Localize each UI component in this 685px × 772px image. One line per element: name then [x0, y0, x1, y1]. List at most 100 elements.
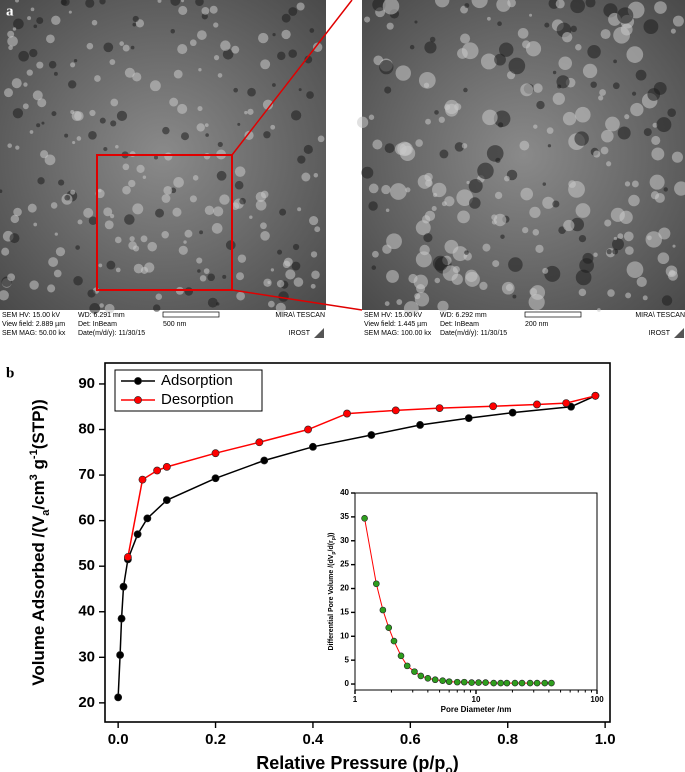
- texture: [552, 92, 565, 105]
- texture: [27, 203, 37, 213]
- texture: [424, 210, 436, 222]
- texture: [199, 230, 204, 235]
- axis-label-part: /cm: [29, 480, 48, 509]
- texture: [384, 301, 390, 306]
- texture: [309, 28, 315, 33]
- texture: [103, 207, 113, 217]
- x-tick-label: 0.6: [400, 731, 421, 748]
- texture: [296, 2, 305, 11]
- texture: [529, 13, 533, 17]
- data-point: [489, 402, 498, 411]
- texture: [469, 197, 481, 209]
- texture: [169, 97, 179, 107]
- y-tick-label: 0: [345, 679, 350, 688]
- texture: [643, 19, 659, 35]
- y-tick-label: 10: [340, 631, 349, 640]
- texture: [557, 84, 562, 89]
- sem-info: SEM HV: 15.00 kV: [364, 312, 422, 319]
- texture: [382, 0, 400, 15]
- texture: [563, 219, 575, 232]
- data-point: [114, 693, 123, 702]
- axis-label: Relative Pressure (p/po): [256, 753, 458, 772]
- texture: [575, 203, 591, 218]
- texture: [133, 263, 144, 274]
- texture: [15, 145, 20, 150]
- texture: [651, 135, 661, 145]
- texture: [184, 287, 194, 296]
- texture: [658, 227, 671, 240]
- texture: [76, 136, 82, 141]
- texture: [508, 257, 523, 272]
- texture: [317, 135, 325, 143]
- texture: [507, 0, 516, 8]
- texture: [486, 145, 504, 162]
- texture: [7, 273, 16, 282]
- texture: [94, 75, 101, 82]
- texture: [109, 59, 116, 65]
- texture: [310, 283, 316, 289]
- texture: [197, 269, 201, 273]
- texture: [36, 61, 44, 69]
- data-point: [119, 582, 128, 591]
- texture: [272, 32, 276, 37]
- texture: [464, 271, 480, 287]
- texture: [110, 98, 119, 107]
- texture: [434, 277, 441, 284]
- texture: [598, 95, 604, 101]
- texture: [672, 15, 684, 27]
- texture: [480, 53, 497, 70]
- data-point: [460, 678, 468, 686]
- axis-label-part: o: [445, 763, 452, 772]
- axis-label-part: p: [331, 537, 337, 540]
- texture: [205, 133, 209, 137]
- scale-bar: [162, 311, 220, 318]
- axis-label-part: (STP)): [29, 399, 48, 449]
- texture: [386, 233, 402, 250]
- data-point: [526, 679, 534, 687]
- x-tick-label: 1.0: [595, 731, 616, 748]
- texture: [625, 246, 634, 255]
- texture: [197, 106, 203, 112]
- data-point: [255, 438, 264, 447]
- texture: [585, 0, 596, 8]
- texture: [379, 59, 394, 75]
- texture: [116, 110, 128, 122]
- texture: [71, 110, 82, 121]
- sem-info: SEM MAG: 50.00 kx: [2, 330, 66, 337]
- data-point: [417, 672, 425, 680]
- y-tick-label: 20: [340, 584, 349, 593]
- texture: [497, 122, 504, 128]
- data-point: [490, 679, 497, 687]
- texture: [409, 44, 415, 50]
- texture: [657, 252, 670, 265]
- sem-info: WD: 6.291 mm: [78, 312, 125, 319]
- texture: [574, 131, 589, 146]
- texture: [122, 44, 130, 52]
- texture: [170, 29, 175, 34]
- data-point: [431, 676, 439, 684]
- texture: [203, 268, 210, 274]
- texture: [578, 288, 587, 297]
- texture: [643, 128, 652, 137]
- texture: [496, 0, 511, 12]
- texture: [306, 91, 314, 99]
- texture: [304, 55, 313, 64]
- data-point: [424, 674, 432, 682]
- texture: [529, 288, 538, 296]
- data-point: [497, 679, 504, 687]
- axis-label-part: p: [331, 552, 337, 555]
- axis-label: Differential Pore Volume /(dVp/d(rp)): [328, 532, 337, 650]
- texture: [310, 251, 318, 258]
- texture: [429, 36, 436, 43]
- texture: [555, 0, 565, 9]
- texture: [471, 0, 488, 9]
- texture: [22, 103, 29, 110]
- texture: [46, 34, 55, 44]
- y-tick-label: 90: [78, 375, 95, 392]
- texture: [635, 69, 647, 81]
- texture: [1, 247, 10, 256]
- axis-label-part: a: [40, 509, 52, 516]
- texture: [520, 83, 534, 97]
- texture: [661, 295, 673, 306]
- texture: [135, 19, 145, 28]
